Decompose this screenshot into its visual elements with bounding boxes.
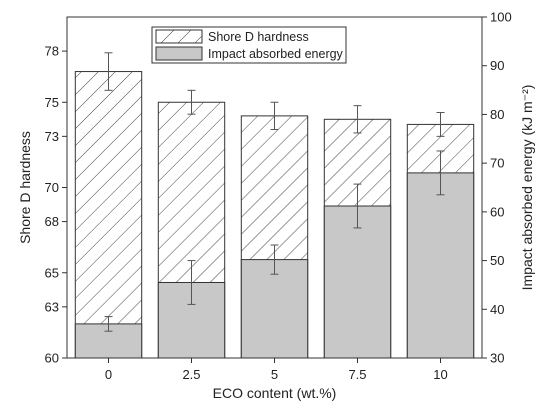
x-axis-title: ECO content (wt.%) (213, 385, 337, 401)
energy-error-10 (436, 150, 445, 196)
right-tick-label: 90 (490, 58, 504, 73)
energy-bar-10 (406, 172, 475, 359)
right-tick-label: 50 (490, 253, 504, 268)
hardness-error-10 (436, 111, 445, 137)
hardness-error-5 (270, 101, 279, 131)
legend-label-hardness: Shore D hardness (208, 30, 309, 44)
right-tick-label: 60 (490, 204, 504, 219)
right-tick-label: 30 (490, 351, 504, 366)
left-tick-label: 65 (45, 265, 59, 280)
right-axis-title: Impact absorbed energy (kJ m⁻²) (519, 85, 535, 291)
left-tick-label: 70 (45, 180, 59, 195)
left-tick-label: 63 (45, 299, 59, 314)
legend-swatch-energy (155, 46, 203, 61)
energy-error-0 (104, 316, 113, 332)
energy-bar-7.5 (323, 205, 392, 359)
legend-label-energy: Impact absorbed energy (208, 47, 344, 61)
plot-area (74, 52, 475, 359)
right-tick-label: 80 (490, 107, 504, 122)
left-tick-label: 78 (45, 44, 59, 59)
axes: 60 63 65 68 70 73 75 78 30 40 50 60 70 80 90 100 0 2.5 5 7.… (17, 10, 535, 402)
right-tick-label: 100 (490, 10, 512, 25)
x-tick-label: 0 (105, 367, 112, 382)
left-axis-title: Shore D hardness (17, 131, 33, 244)
hardness-error-0 (104, 52, 113, 91)
x-tick-label: 7.5 (348, 367, 366, 382)
x-tick-label: 2.5 (182, 367, 200, 382)
energy-error-2.5 (187, 260, 196, 305)
hardness-error-2.5 (187, 89, 196, 115)
right-tick-label: 70 (490, 156, 504, 171)
hardness-bar-0 (74, 71, 143, 359)
x-tick-label: 10 (433, 367, 447, 382)
left-tick-label: 60 (45, 351, 59, 366)
energy-error-7.5 (353, 183, 362, 229)
left-tick-label: 73 (45, 129, 59, 144)
energy-error-5 (270, 244, 279, 275)
right-tick-label: 40 (490, 302, 504, 317)
legend: Shore D hardness Impact absorbed energy (151, 26, 347, 64)
hardness-error-7.5 (353, 105, 362, 134)
left-tick-label: 75 (45, 95, 59, 110)
legend-swatch-hardness (155, 29, 203, 44)
left-tick-label: 68 (45, 214, 59, 229)
x-tick-label: 5 (271, 367, 278, 382)
